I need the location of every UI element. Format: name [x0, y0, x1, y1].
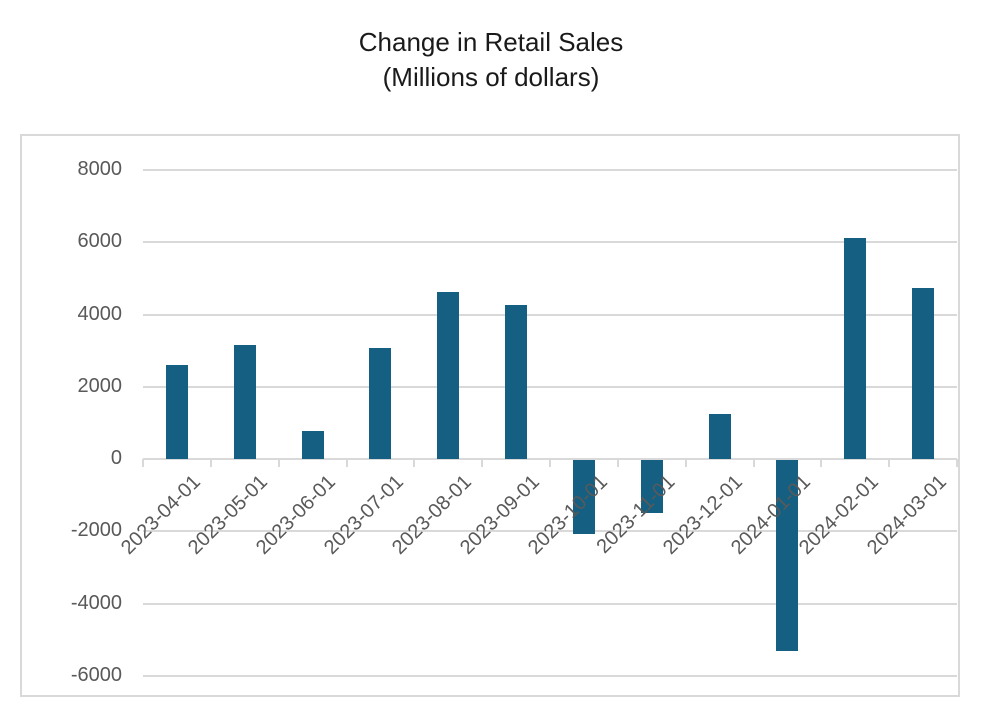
- y-axis-tick-label: -4000: [70, 591, 122, 614]
- bar: [437, 292, 460, 460]
- y-axis-tick-label: 6000: [77, 230, 123, 253]
- chart-title: Change in Retail Sales (Millions of doll…: [0, 25, 982, 95]
- y-axis-tick-label: 2000: [77, 374, 123, 397]
- bar: [912, 288, 935, 460]
- chart-title-line2: (Millions of dollars): [382, 62, 600, 92]
- axis-tick: [616, 459, 619, 468]
- axis-tick: [142, 459, 144, 468]
- gridline: [143, 313, 957, 316]
- axis-tick: [481, 459, 484, 468]
- gridline: [143, 385, 957, 388]
- y-axis-tick-label: 8000: [77, 158, 123, 180]
- y-axis-tick-label: -6000: [70, 664, 122, 686]
- axis-tick: [277, 459, 280, 468]
- y-axis-tick-label: -2000: [70, 519, 122, 542]
- axis-tick: [752, 459, 755, 468]
- chart-title-line1: Change in Retail Sales: [358, 27, 624, 57]
- y-axis-tick-label: 0: [110, 447, 122, 470]
- gridline: [143, 241, 957, 244]
- chart-area: 8000 6000 4000 2000 0 -2000 -4000 -6000 2023-04-…: [20, 134, 960, 697]
- bar: [233, 344, 256, 460]
- axis-tick: [820, 459, 823, 468]
- bar: [776, 460, 799, 651]
- plot-area: 8000 6000 4000 2000 0 -2000 -4000 -6000 2023-04-…: [22, 136, 958, 695]
- gridline: [143, 169, 957, 171]
- gridline: [143, 602, 957, 605]
- axis-tick: [956, 459, 958, 468]
- bar: [369, 347, 392, 460]
- bar: [505, 304, 528, 460]
- bar: [165, 365, 188, 460]
- bar: [640, 460, 663, 513]
- axis-tick: [345, 459, 348, 468]
- axis-tick: [209, 459, 212, 468]
- bar: [572, 460, 595, 534]
- bar: [301, 430, 324, 460]
- axis-tick: [684, 459, 687, 468]
- gridline: [143, 675, 957, 677]
- axis-tick: [888, 459, 891, 468]
- y-axis-tick-label: 4000: [77, 302, 123, 325]
- bar: [844, 237, 867, 460]
- axis-tick: [549, 459, 551, 468]
- axis-tick: [413, 459, 416, 468]
- gridline: [143, 530, 957, 533]
- bar: [708, 413, 731, 460]
